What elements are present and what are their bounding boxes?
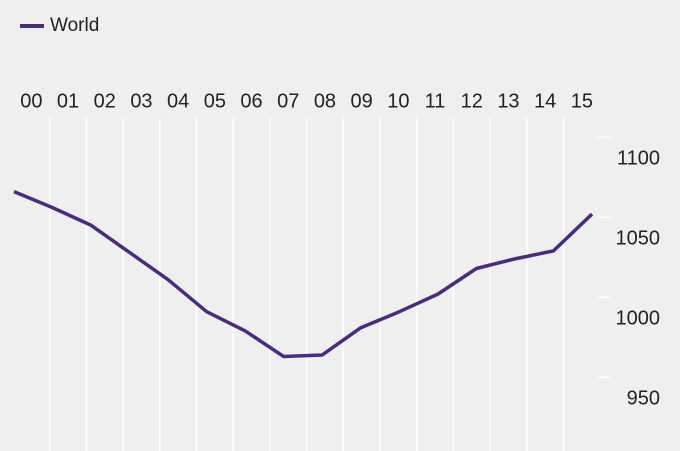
x-tick-label: 10: [387, 90, 409, 112]
y-tick-label: 1100: [617, 147, 660, 169]
x-tick-label: 08: [314, 90, 336, 112]
x-tick-label: 07: [277, 90, 299, 112]
y-tick-label: 1050: [616, 228, 661, 250]
x-tick-label: 05: [204, 90, 226, 112]
x-tick-label: 02: [94, 90, 116, 112]
x-tick-label: 14: [534, 90, 556, 112]
data-line: [13, 190, 594, 359]
x-tick-label: 13: [497, 90, 519, 112]
x-tick-label: 09: [351, 90, 373, 112]
x-tick-label: 03: [130, 90, 152, 112]
x-tick-label: 12: [461, 90, 483, 112]
x-tick-label: 06: [240, 90, 262, 112]
x-tick-label: 01: [57, 90, 79, 112]
legend-label: World: [50, 15, 99, 36]
x-tick-label: 04: [167, 90, 189, 112]
x-tick-label: 15: [571, 90, 593, 112]
y-tick-label: 950: [627, 388, 660, 410]
x-tick-label: 00: [20, 90, 42, 112]
y-tick-label: 1000: [616, 308, 661, 330]
x-tick-label: 11: [425, 90, 446, 112]
